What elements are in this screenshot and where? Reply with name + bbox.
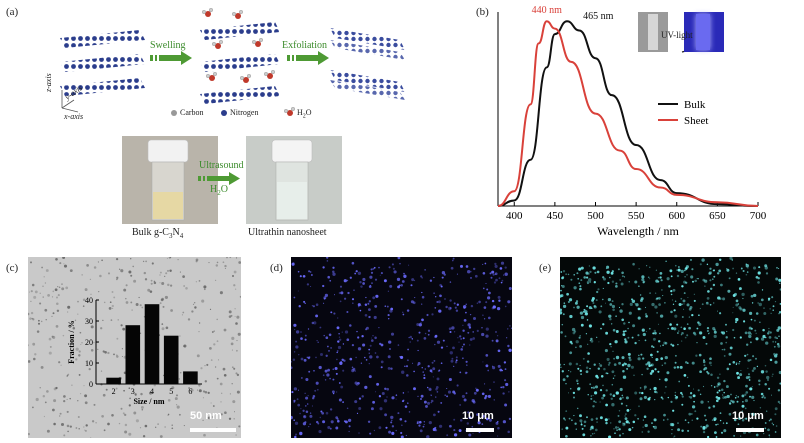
x-tick-label-700: 700 [750, 210, 767, 222]
z-axis-label: z-axis [44, 73, 53, 92]
bulk-layer-2 [60, 54, 145, 72]
size-histogram: 0 10 20 30 40 2 3 4 5 6 Size / nm Fraction / % [67, 296, 202, 406]
bulk-layer-1 [60, 30, 145, 48]
hist-y-title: Fraction / % [67, 320, 76, 364]
nitrogen-icon [221, 110, 227, 116]
series-sheet-line [497, 20, 759, 207]
x-tick-label-550: 550 [628, 210, 645, 222]
panel-a-schematic [60, 7, 405, 224]
hist-y-tick-label-20: 20 [85, 338, 93, 347]
fluorescence-image-e [560, 257, 781, 438]
nitrogen-legend: Nitrogen [230, 108, 259, 117]
scale-bar-d [466, 428, 494, 432]
swelled-layers [200, 22, 280, 104]
axes-indicator [61, 90, 79, 113]
nanosheet-caption: Ultrathin nanosheet [248, 227, 327, 238]
x-tick-label-500: 500 [587, 210, 604, 222]
carbon-legend: Carbon [180, 108, 204, 117]
exfoliation-arrow [287, 51, 329, 65]
legend-label-sheet: Sheet [684, 115, 708, 127]
water-icon [283, 106, 295, 116]
x-axis-title: Wavelength / nm [597, 224, 679, 238]
emission-spectrum-chart: 400 450 500 550 600 650 700 Wavelength / nm 440 … [497, 5, 767, 238]
panel-e-label: (e) [539, 262, 552, 274]
x-tick-label-600: 600 [669, 210, 686, 222]
hist-bar-4 [144, 304, 160, 384]
hist-x-tick-label-4: 4 [150, 387, 154, 396]
water-legend: H2O [297, 108, 312, 120]
panel-a-label: (a) [6, 6, 19, 18]
hist-y-tick-label-10: 10 [85, 359, 93, 368]
vial-uv-photo [684, 12, 724, 52]
hist-y-tick-label-30: 30 [85, 317, 93, 326]
ultrasound-label: Ultrasound [199, 160, 244, 171]
carbon-icon [171, 110, 177, 116]
vial-daylight-photo [638, 12, 668, 52]
scale-bar-c-label: 50 nm [190, 410, 222, 422]
hist-y-tick-label-0: 0 [89, 380, 93, 389]
hist-x-tick-label-6: 6 [188, 387, 192, 396]
panel-d-label: (d) [270, 262, 283, 274]
scale-bar-d-label: 10 μm [462, 410, 494, 422]
x-tick-label-400: 400 [506, 210, 523, 222]
hist-x-tick-label-2: 2 [112, 387, 116, 396]
swelling-label: Swelling [150, 40, 186, 51]
series-bulk-line [497, 20, 759, 207]
bulk-caption: Bulk g-C3N4 [132, 227, 184, 240]
fluorescence-image-d [291, 257, 512, 438]
panel-b-label: (b) [476, 6, 489, 18]
uv-light-label: UV-light [661, 30, 693, 40]
exfoliated-sheets [330, 28, 405, 100]
legend-label-bulk: Bulk [684, 99, 706, 111]
x-tick-label-650: 650 [709, 210, 726, 222]
bulk-vial-photo [122, 136, 218, 224]
hist-x-tick-label-3: 3 [131, 387, 135, 396]
hist-bar-2 [106, 377, 121, 384]
hist-bar-5 [163, 335, 179, 384]
ultrasound-arrow [198, 172, 240, 185]
bulk-layer-3 [60, 78, 145, 96]
scale-bar-e [736, 428, 764, 432]
bulk-layers [60, 30, 145, 96]
peak-label-bulk: 465 nm [583, 11, 614, 22]
hist-bar-3 [125, 325, 141, 384]
hist-bar-6 [183, 371, 198, 384]
scale-bar-e-label: 10 μm [732, 410, 764, 422]
hist-x-title: Size / nm [133, 397, 164, 406]
hist-x-tick-label-5: 5 [169, 387, 173, 396]
peak-label-sheet: 440 nm [532, 5, 563, 16]
panel-c-label: (c) [6, 262, 19, 274]
nanosheet-vial-photo [246, 136, 342, 224]
scale-bar-c [190, 428, 236, 432]
x-tick-label-450: 450 [547, 210, 564, 222]
exfoliation-label: Exfoliation [282, 40, 327, 51]
x-axis-label: x-axis [64, 112, 84, 121]
swelling-arrow [150, 51, 192, 65]
hist-y-tick-label-40: 40 [85, 296, 93, 305]
h2o-label: H2O [210, 184, 228, 197]
water-molecules [201, 7, 275, 83]
